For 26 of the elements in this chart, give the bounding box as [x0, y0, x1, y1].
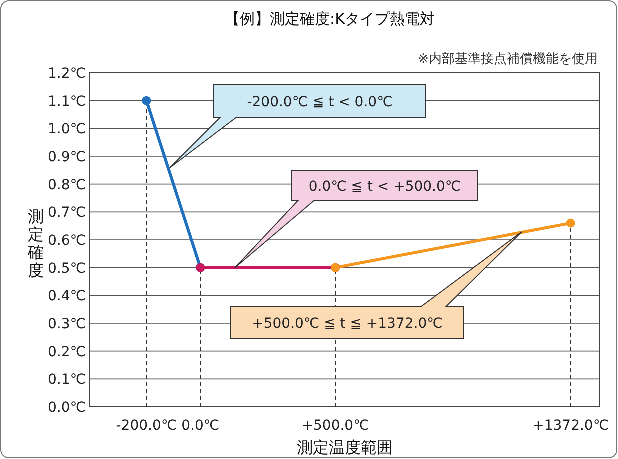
x-axis-title: 測定温度範囲	[297, 438, 393, 457]
y-tick-label: 0.2℃	[48, 344, 86, 360]
point	[566, 218, 576, 228]
point	[142, 96, 152, 106]
y-tick-label: 1.1℃	[48, 94, 86, 110]
y-tick-label: 1.2℃	[48, 66, 86, 82]
y-axis-title: 測定確度	[27, 207, 44, 280]
y-tick-label: 0.4℃	[48, 288, 86, 305]
y-tick-label: 0.7℃	[48, 205, 86, 222]
annotation: 0.0℃ ≦ t < +500.0℃	[308, 179, 462, 195]
y-tick-label: 0.3℃	[48, 316, 86, 332]
y-tick-label: 0.0℃	[48, 400, 86, 416]
x-tick-label: 0.0℃	[182, 418, 220, 434]
y-tick-label: 0.1℃	[48, 372, 86, 388]
y-tick-label: 0.6℃	[48, 233, 86, 249]
y-tick-label: 0.8℃	[48, 177, 86, 194]
chart-subtitle: ※内部基準接点補償機能を使用	[418, 52, 598, 67]
annotation: +500.0℃ ≦ t ≦ +1372.0℃	[252, 316, 443, 332]
x-tick-label: +1372.0℃	[532, 418, 610, 434]
y-tick-label: 0.5℃	[48, 260, 86, 277]
y-tick-label: 1.0℃	[48, 122, 86, 138]
chart-title: 【例】測定確度:Kタイプ熱電対	[225, 10, 435, 28]
x-tick-label: +500.0℃	[302, 418, 370, 434]
x-tick-label: -200.0℃	[116, 418, 178, 434]
annotation: -200.0℃ ≦ t < 0.0℃	[247, 94, 393, 110]
y-tick-label: 0.9℃	[48, 150, 86, 166]
